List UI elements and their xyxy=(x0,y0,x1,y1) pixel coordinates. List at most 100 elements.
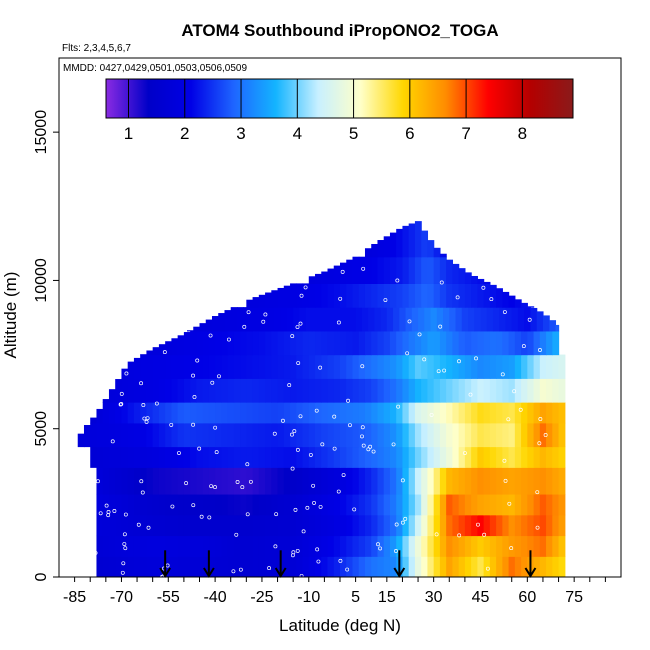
heatmap-cell xyxy=(183,467,191,495)
heatmap-cell xyxy=(371,467,379,495)
y-tick-label: 0 xyxy=(33,572,50,581)
heatmap-cell xyxy=(389,232,397,258)
heatmap-cell xyxy=(115,493,123,516)
heatmap-cell xyxy=(221,378,229,403)
heatmap-cell xyxy=(296,378,304,403)
colorbar-tick-label: 5 xyxy=(349,124,358,143)
heatmap-cell xyxy=(283,535,291,557)
sample-point xyxy=(482,532,487,537)
heatmap-cell xyxy=(389,556,397,577)
heatmap-cell xyxy=(433,467,441,495)
sample-point xyxy=(210,380,215,385)
heatmap-cell xyxy=(464,402,472,424)
heatmap-cell xyxy=(533,330,541,356)
heatmap-cell xyxy=(221,493,229,516)
heatmap-cell xyxy=(115,467,123,495)
heatmap-cell xyxy=(202,514,210,537)
heatmap-cell xyxy=(246,402,254,424)
heatmap-cell xyxy=(340,446,347,468)
heatmap-cell xyxy=(539,446,547,468)
heatmap-cell xyxy=(183,446,191,468)
heatmap-cell xyxy=(258,467,266,495)
heatmap-cell xyxy=(439,535,447,557)
heatmap-cell xyxy=(539,354,547,379)
heatmap-cell xyxy=(558,493,566,516)
heatmap-cell xyxy=(102,446,110,468)
sample-point xyxy=(263,312,268,317)
sample-point xyxy=(417,332,422,337)
heatmap-cell xyxy=(227,535,235,557)
heatmap-cell xyxy=(427,256,435,284)
sample-point xyxy=(422,357,427,362)
sample-point xyxy=(144,419,149,424)
heatmap-cell xyxy=(190,354,197,379)
heatmap-cell xyxy=(252,422,260,448)
sample-point xyxy=(481,285,486,290)
heatmap-cell xyxy=(171,514,179,537)
heatmap-cell xyxy=(127,446,135,468)
sample-point xyxy=(145,416,150,421)
sample-point xyxy=(394,522,399,527)
heatmap-cell xyxy=(421,446,429,468)
heatmap-cell xyxy=(327,402,335,424)
heatmap-cell xyxy=(165,378,172,403)
heatmap-cell xyxy=(121,422,129,448)
heatmap-cell xyxy=(414,422,422,448)
heatmap-cell xyxy=(308,378,316,403)
heatmap-cell xyxy=(533,467,541,495)
heatmap-cell xyxy=(539,378,547,403)
colorbar-tick-label: 6 xyxy=(405,124,414,143)
heatmap-cell xyxy=(539,556,547,577)
heatmap-cell xyxy=(439,467,447,495)
heatmap-cell xyxy=(152,402,160,424)
heatmap-cell xyxy=(127,378,135,403)
heatmap-cell xyxy=(271,354,279,379)
x-tick-label: -85 xyxy=(63,589,86,606)
sample-point xyxy=(361,266,366,271)
heatmap-cell xyxy=(433,256,441,284)
sample-point xyxy=(538,348,542,352)
heatmap-cell xyxy=(396,493,404,516)
heatmap-cell xyxy=(96,408,104,424)
heatmap-cell xyxy=(558,556,566,577)
heatmap-cell xyxy=(396,467,404,495)
heatmap-cell xyxy=(290,467,297,495)
heatmap-cell xyxy=(496,556,503,577)
heatmap-cell xyxy=(196,378,204,403)
heatmap-cell xyxy=(508,446,516,468)
heatmap-cell xyxy=(364,378,372,403)
heatmap-cell xyxy=(215,446,222,468)
heatmap-cell xyxy=(514,493,522,516)
heatmap-cell xyxy=(252,402,260,424)
heatmap-cell xyxy=(521,556,528,577)
heatmap-cell xyxy=(558,354,566,379)
sample-point xyxy=(403,516,408,521)
heatmap-cell xyxy=(414,467,422,495)
heatmap-cell xyxy=(483,556,491,577)
sample-point xyxy=(112,509,117,513)
heatmap-cell xyxy=(302,378,310,403)
heatmap-cell xyxy=(452,330,460,356)
heatmap-cell xyxy=(290,354,297,379)
heatmap-cell xyxy=(433,514,441,537)
heatmap-cell xyxy=(489,556,497,577)
heatmap-cell xyxy=(452,354,460,379)
heatmap-cell xyxy=(249,307,257,332)
sample-point xyxy=(162,350,167,355)
heatmap-cell xyxy=(414,256,422,284)
sample-point xyxy=(295,325,300,330)
heatmap-cell xyxy=(333,378,341,403)
heatmap-cell xyxy=(252,535,260,557)
heatmap-cell xyxy=(458,354,466,379)
heatmap-cell xyxy=(471,493,478,516)
heatmap-cell xyxy=(140,514,148,537)
heatmap-cell xyxy=(221,467,229,495)
sample-point xyxy=(290,334,295,339)
heatmap-cell xyxy=(90,446,98,468)
heatmap-cell xyxy=(327,556,335,577)
heatmap-cell xyxy=(221,354,229,379)
sample-point xyxy=(332,446,337,451)
x-tick-label: 15 xyxy=(378,589,396,606)
heatmap-cell xyxy=(546,556,553,577)
sample-point xyxy=(177,451,181,455)
